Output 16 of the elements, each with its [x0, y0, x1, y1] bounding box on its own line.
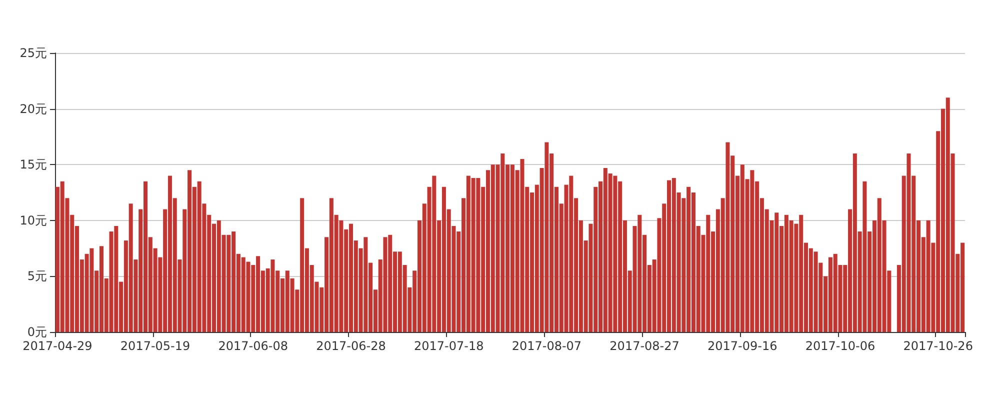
x-tick-label: 2017-04-29 — [22, 339, 92, 353]
x-tick-label: 2017-08-27 — [610, 339, 680, 353]
y-tick-label: 0元 — [27, 325, 47, 339]
x-tick-label: 2017-07-18 — [414, 339, 484, 353]
y-tick-label: 20元 — [20, 102, 47, 116]
y-tick-label: 15元 — [20, 158, 47, 172]
x-tick-label: 2017-10-06 — [805, 339, 876, 353]
x-tick-label: 2017-09-16 — [708, 339, 778, 353]
y-tick-label: 10元 — [20, 213, 47, 228]
x-tick-label: 2017-05-19 — [120, 339, 190, 353]
x-tick-label: 2017-10-26 — [903, 339, 973, 353]
y-tick-label: 5元 — [27, 269, 47, 284]
x-tick-label: 2017-06-28 — [316, 339, 386, 353]
x-tick-label: 2017-06-08 — [218, 339, 288, 353]
x-tick-label: 2017-08-07 — [512, 339, 582, 353]
y-tick-label: 25元 — [20, 46, 47, 60]
